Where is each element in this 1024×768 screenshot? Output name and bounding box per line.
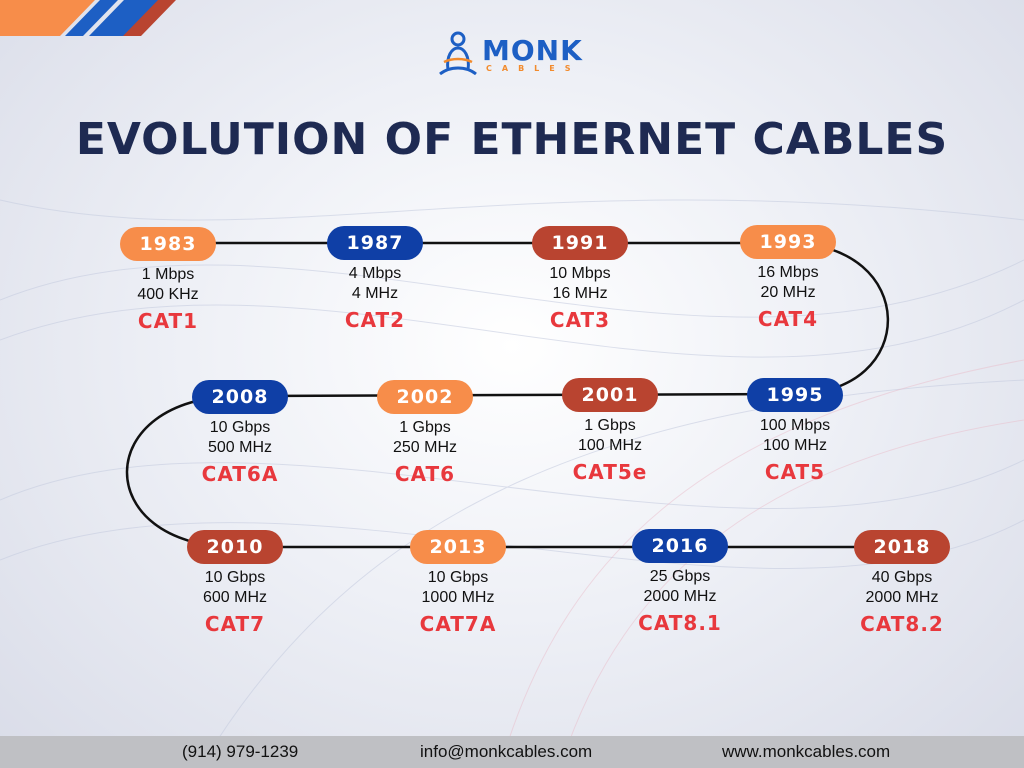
year-badge: 2001 bbox=[562, 378, 658, 412]
category-label: CAT1 bbox=[137, 309, 199, 333]
footer-email[interactable]: info@monkcables.com bbox=[420, 742, 593, 761]
brand-tagline: CABLES bbox=[486, 64, 581, 73]
frequency-label: 2000 MHz bbox=[865, 589, 939, 606]
frequency-label: 400 KHz bbox=[137, 286, 199, 303]
timeline-node: 2010 10 Gbps 600 MHz CAT7 bbox=[180, 530, 290, 636]
speed-label: 1 Gbps bbox=[399, 419, 451, 436]
monk-meditation-icon bbox=[439, 31, 477, 76]
category-label: CAT8.2 bbox=[860, 612, 944, 636]
frequency-label: 20 MHz bbox=[760, 284, 816, 301]
timeline-node: 1993 16 Mbps 20 MHz CAT4 bbox=[733, 225, 843, 331]
category-label: CAT6 bbox=[394, 462, 456, 486]
timeline-node: 1987 4 Mbps 4 MHz CAT2 bbox=[320, 226, 430, 332]
year-badge: 2016 bbox=[632, 529, 728, 563]
frequency-label: 1000 MHz bbox=[421, 589, 495, 606]
category-label: CAT6A bbox=[201, 462, 279, 486]
timeline-node: 2002 1 Gbps 250 MHz CAT6 bbox=[370, 380, 480, 486]
speed-label: 16 Mbps bbox=[757, 264, 819, 281]
speed-label: 10 Mbps bbox=[549, 265, 611, 282]
year-badge: 2002 bbox=[377, 380, 473, 414]
year-badge: 2008 bbox=[192, 380, 288, 414]
timeline-node: 1983 1 Mbps 400 KHz CAT1 bbox=[113, 227, 223, 333]
speed-label: 25 Gbps bbox=[649, 568, 711, 585]
decorative-stripes bbox=[0, 0, 176, 36]
speed-label: 10 Gbps bbox=[427, 569, 489, 586]
year-badge: 1993 bbox=[740, 225, 836, 259]
year-badge: 1995 bbox=[747, 378, 843, 412]
frequency-label: 2000 MHz bbox=[643, 588, 717, 605]
speed-label: 10 Gbps bbox=[204, 569, 266, 586]
timeline-node: 1991 10 Mbps 16 MHz CAT3 bbox=[525, 226, 635, 332]
footer-phone[interactable]: (914) 979-1239 bbox=[182, 742, 299, 761]
category-label: CAT2 bbox=[344, 308, 406, 332]
footer-website[interactable]: www.monkcables.com bbox=[722, 742, 891, 761]
year-badge: 1987 bbox=[327, 226, 423, 260]
year-badge: 2018 bbox=[854, 530, 950, 564]
timeline-node: 2001 1 Gbps 100 MHz CAT5e bbox=[555, 378, 665, 484]
timeline-node: 2013 10 Gbps 1000 MHz CAT7A bbox=[403, 530, 513, 636]
category-label: CAT3 bbox=[549, 308, 611, 332]
timeline-node: 2018 40 Gbps 2000 MHz CAT8.2 bbox=[847, 530, 957, 636]
speed-label: 1 Gbps bbox=[584, 417, 636, 434]
brand-logo: MONK CABLES bbox=[436, 30, 596, 80]
speed-label: 4 Mbps bbox=[348, 265, 402, 282]
year-badge: 2013 bbox=[410, 530, 506, 564]
frequency-label: 4 MHz bbox=[351, 285, 399, 302]
page-title: EVOLUTION OF ETHERNET CABLES bbox=[75, 114, 949, 165]
timeline-node: 2016 25 Gbps 2000 MHz CAT8.1 bbox=[625, 529, 735, 635]
timeline-node: 2008 10 Gbps 500 MHz CAT6A bbox=[185, 380, 295, 486]
footer-bar: (914) 979-1239 info@monkcables.com www.m… bbox=[0, 736, 1024, 768]
speed-label: 10 Gbps bbox=[209, 419, 271, 436]
timeline-node: 1995 100 Mbps 100 MHz CAT5 bbox=[740, 378, 850, 484]
category-label: CAT5 bbox=[764, 460, 826, 484]
brand-name: MONK bbox=[482, 34, 583, 67]
category-label: CAT7A bbox=[419, 612, 497, 636]
category-label: CAT8.1 bbox=[638, 611, 722, 635]
frequency-label: 100 MHz bbox=[577, 437, 643, 454]
speed-label: 100 Mbps bbox=[759, 417, 831, 434]
category-label: CAT7 bbox=[204, 612, 266, 636]
year-badge: 1983 bbox=[120, 227, 216, 261]
speed-label: 40 Gbps bbox=[871, 569, 933, 586]
year-badge: 2010 bbox=[187, 530, 283, 564]
frequency-label: 600 MHz bbox=[202, 589, 268, 606]
frequency-label: 100 MHz bbox=[762, 437, 828, 454]
speed-label: 1 Mbps bbox=[141, 266, 195, 283]
category-label: CAT5e bbox=[572, 460, 648, 484]
year-badge: 1991 bbox=[532, 226, 628, 260]
frequency-label: 250 MHz bbox=[392, 439, 458, 456]
frequency-label: 500 MHz bbox=[207, 439, 273, 456]
category-label: CAT4 bbox=[757, 307, 819, 331]
frequency-label: 16 MHz bbox=[552, 285, 608, 302]
